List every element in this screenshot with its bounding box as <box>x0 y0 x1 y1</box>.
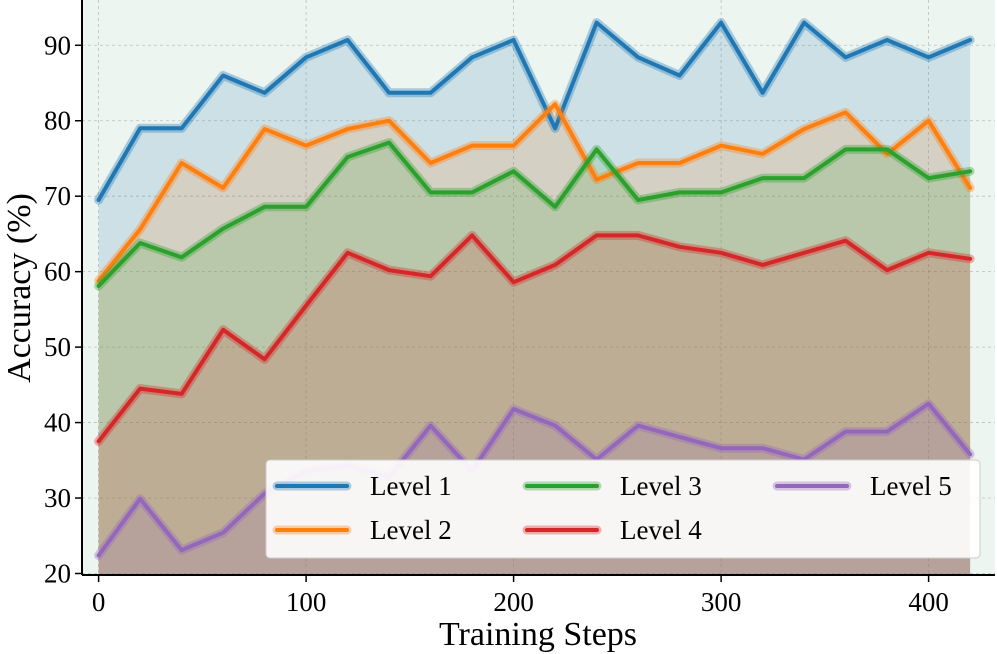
x-tick-label: 200 <box>493 587 534 617</box>
line-level-5 <box>96 401 973 558</box>
y-tick-label: 30 <box>44 483 71 513</box>
x-axis-title: Training Steps <box>439 616 637 653</box>
x-tick-label: 400 <box>908 587 949 617</box>
y-tick-label: 90 <box>44 30 71 60</box>
x-tick-label: 300 <box>701 587 742 617</box>
line-level-2 <box>96 102 973 283</box>
legend-label-level-2: Level 2 <box>370 515 452 545</box>
legend: Level 1 Level 2 Level 3 Level 4 Level 5 <box>265 459 981 559</box>
y-tick-label: 70 <box>44 181 71 211</box>
x-tick-label: 0 <box>92 587 106 617</box>
legend-label-level-1: Level 1 <box>370 471 452 501</box>
legend-label-level-3: Level 3 <box>620 471 702 501</box>
series-lines <box>94 18 975 560</box>
y-tick-label: 50 <box>44 332 71 362</box>
line-level-4 <box>96 233 973 444</box>
ticks: 20 30 40 50 60 70 80 90 0 100 200 300 400 <box>44 30 949 617</box>
area-level-2 <box>98 104 971 575</box>
line-level-1 <box>96 20 973 202</box>
y-axis-title: Accuracy (%) <box>1 193 38 383</box>
line-level-3 <box>96 140 973 288</box>
axes <box>81 0 995 576</box>
y-tick-label: 60 <box>44 257 71 287</box>
x-tick-label: 100 <box>286 587 327 617</box>
legend-label-level-5: Level 5 <box>870 471 952 501</box>
y-tick-label: 80 <box>44 106 71 136</box>
area-level-1 <box>98 22 971 576</box>
y-tick-label: 40 <box>44 408 71 438</box>
y-tick-label: 20 <box>44 558 71 588</box>
legend-label-level-4: Level 4 <box>620 515 702 545</box>
